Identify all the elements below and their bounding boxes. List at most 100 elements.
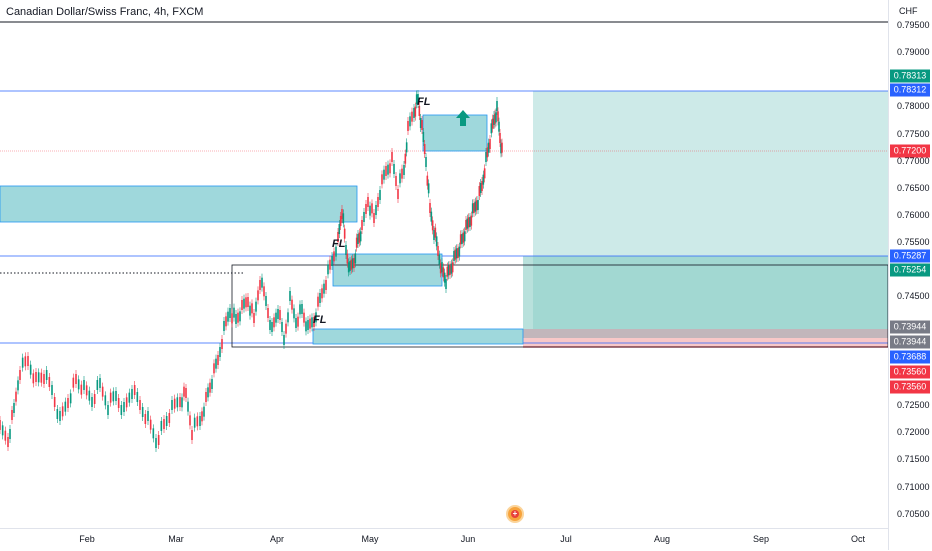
- candle-body: [32, 373, 35, 384]
- time-scale[interactable]: Feb Mar Apr May Jun Jul Aug Sep Oct: [0, 528, 888, 551]
- candle-body: [491, 118, 494, 129]
- candle-body: [213, 363, 215, 374]
- candle-body: [500, 143, 502, 154]
- candle-body: [479, 183, 482, 193]
- candle-body: [345, 245, 347, 255]
- candle-body: [4, 430, 7, 441]
- candle-body: [179, 397, 181, 407]
- symbol-title[interactable]: Canadian Dollar/Swiss Franc, 4h, FXCM: [6, 6, 204, 18]
- candle-body: [13, 403, 15, 413]
- candle-body: [417, 94, 419, 104]
- candle-body: [323, 283, 325, 294]
- candle-body: [489, 139, 491, 149]
- price-badge: 0.73560: [890, 380, 930, 394]
- price-tick: 0.76500: [897, 182, 930, 193]
- candle-body: [331, 256, 333, 266]
- candle-body: [369, 205, 371, 216]
- candle-body: [455, 248, 458, 259]
- candle-body: [207, 387, 209, 398]
- candle-body: [223, 321, 225, 331]
- candle-body: [287, 312, 289, 323]
- candle-body: [215, 358, 217, 369]
- candle-body: [93, 394, 96, 404]
- candle-body: [27, 356, 29, 366]
- candle-body: [335, 246, 337, 257]
- time-tick: Oct: [850, 534, 866, 544]
- candle-body: [469, 217, 471, 227]
- candle-body: [295, 318, 297, 328]
- candle-body: [477, 200, 479, 210]
- candle-body: [69, 393, 72, 404]
- candle-body: [413, 108, 415, 118]
- candle-body: [64, 401, 67, 412]
- candle-body: [277, 309, 279, 319]
- candle-body: [141, 407, 144, 417]
- candle-body: [470, 215, 473, 226]
- candle-body: [299, 304, 301, 315]
- candle-body: [415, 94, 418, 105]
- candle-body: [152, 428, 155, 439]
- candle-body: [265, 296, 267, 306]
- candle-body: [193, 417, 196, 428]
- candle-body: [438, 254, 441, 265]
- candle-body: [201, 411, 203, 422]
- candle-body: [203, 406, 205, 417]
- candle-body: [343, 228, 346, 239]
- replay-button[interactable]: +: [506, 505, 524, 523]
- candle-body: [128, 392, 131, 403]
- candle-body: [261, 277, 263, 288]
- candle-body: [227, 311, 229, 322]
- candle-body: [217, 355, 219, 365]
- candle-body: [243, 298, 245, 309]
- candle-body: [51, 385, 53, 395]
- candle-body: [83, 380, 85, 390]
- candle-body: [117, 398, 120, 408]
- candle-body: [155, 438, 157, 448]
- time-tick: Sep: [752, 534, 770, 544]
- candle-body: [404, 153, 407, 164]
- candle-body: [43, 374, 45, 384]
- candle-body: [15, 391, 17, 402]
- price-tick: 0.74500: [897, 291, 930, 302]
- candle-body: [271, 322, 273, 332]
- candle-body: [361, 220, 363, 230]
- candle-body: [501, 142, 503, 153]
- candle-body: [7, 437, 9, 447]
- candle-body: [357, 234, 359, 244]
- candle-body: [75, 374, 77, 384]
- candle-body: [422, 132, 425, 142]
- candle-body: [125, 397, 128, 408]
- time-tick: Apr: [269, 534, 285, 544]
- candle-body: [441, 262, 443, 272]
- fl-label-top: FL: [417, 96, 431, 108]
- candle-body: [499, 133, 501, 143]
- candle-body: [445, 279, 447, 289]
- time-tick: Feb: [79, 534, 95, 544]
- candle-body: [339, 216, 342, 226]
- candle-body: [451, 262, 454, 273]
- candle-body: [418, 106, 421, 116]
- candle-body: [350, 259, 353, 270]
- chart-area[interactable]: FL FL FL: [0, 0, 888, 528]
- candle-body: [267, 308, 269, 318]
- candle-body: [72, 377, 75, 388]
- candle-body: [490, 123, 493, 134]
- candle-body: [327, 264, 329, 275]
- price-badge: 0.73688: [890, 350, 930, 364]
- candle-body: [165, 416, 168, 426]
- candle-body: [481, 181, 483, 191]
- candle-body: [486, 147, 489, 158]
- candle-body: [115, 391, 117, 401]
- price-tick: 0.71000: [897, 481, 930, 492]
- range-box-large: [231, 264, 888, 348]
- candle-body: [196, 416, 199, 427]
- price-scale[interactable]: CHF 0.79500 0.79000 0.78000 0.77500 0.77000 0…: [888, 0, 932, 550]
- candle-body: [425, 157, 427, 167]
- candle-body: [85, 385, 88, 396]
- candle-body: [199, 416, 201, 426]
- supply-zone-left: [0, 185, 358, 223]
- candle-body: [285, 323, 287, 334]
- price-tick: 0.75500: [897, 237, 930, 248]
- candle-body: [423, 144, 426, 154]
- chart-canvas[interactable]: FL FL FL: [0, 0, 888, 528]
